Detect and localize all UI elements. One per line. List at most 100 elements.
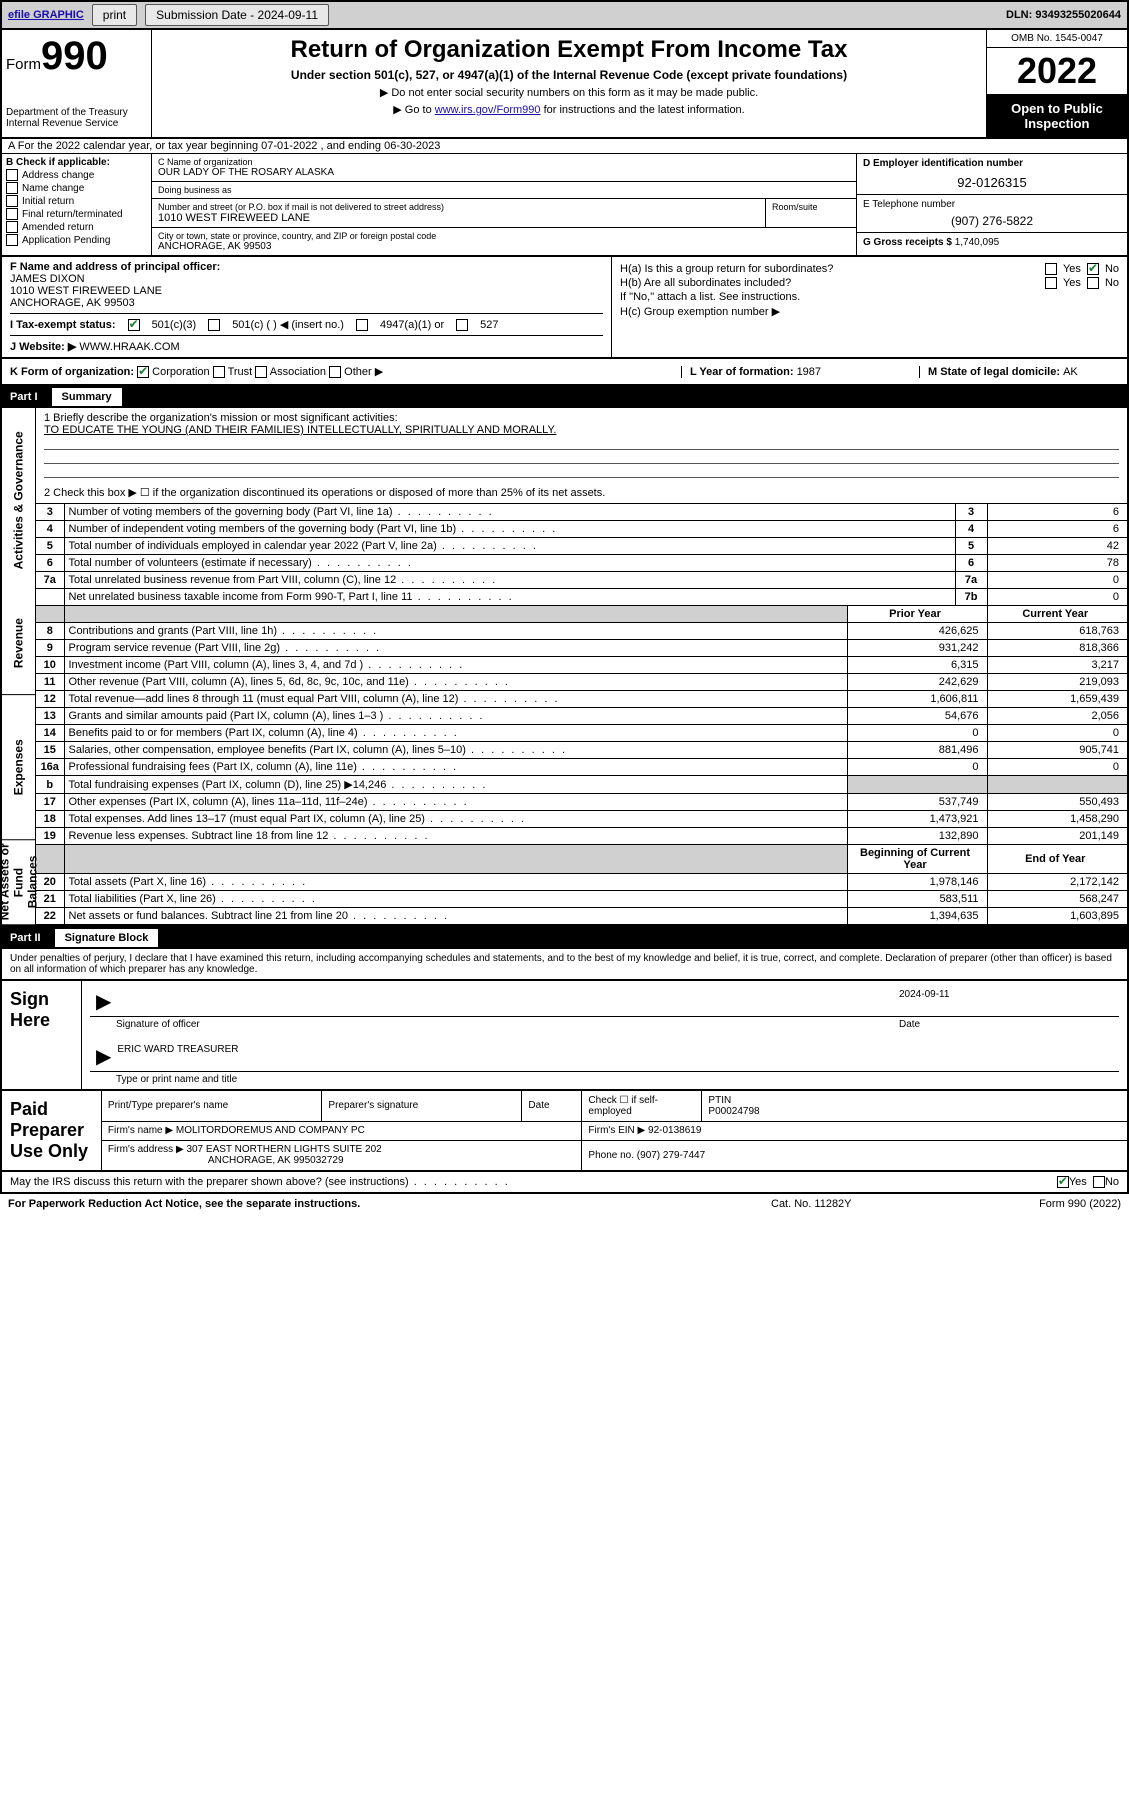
row-text: Total assets (Part X, line 16) <box>64 874 847 891</box>
ptin-label: PTIN <box>708 1095 731 1106</box>
row-text: Total fundraising expenses (Part IX, col… <box>64 776 847 794</box>
section-b-checkboxes: B Check if applicable: Address change Na… <box>2 154 152 255</box>
hdr-current-year: Current Year <box>987 606 1127 623</box>
row-value: 6 <box>987 504 1127 521</box>
pra-notice: For Paperwork Reduction Act Notice, see … <box>8 1198 771 1210</box>
chk-corporation[interactable] <box>137 366 149 378</box>
dba-label: Doing business as <box>158 185 850 195</box>
row-box: 7b <box>955 589 987 606</box>
efile-link[interactable]: efile GRAPHIC <box>8 9 84 21</box>
row-text: Total number of individuals employed in … <box>64 538 955 555</box>
print-button[interactable]: print <box>92 4 137 26</box>
chk-initial-return[interactable] <box>6 195 18 207</box>
m-value: AK <box>1063 366 1078 378</box>
sign-here-block: Sign Here ▶ 2024-09-11 Signature of offi… <box>0 981 1129 1091</box>
row-text: Other revenue (Part VIII, column (A), li… <box>64 674 847 691</box>
firm-addr2: ANCHORAGE, AK 995032729 <box>208 1155 344 1166</box>
opt-final-return: Final return/terminated <box>22 209 123 220</box>
part2-num: Part II <box>10 932 41 944</box>
form-word: Form <box>6 56 41 73</box>
goto-prefix: ▶ Go to <box>393 104 434 116</box>
mission-line3 <box>44 466 1119 478</box>
row-prior: 0 <box>847 725 987 742</box>
chk-501c3[interactable] <box>128 319 140 331</box>
row-text: Net assets or fund balances. Subtract li… <box>64 908 847 925</box>
side-expenses: Expenses <box>2 696 35 840</box>
mission-line2 <box>44 452 1119 464</box>
hb-yes: Yes <box>1063 277 1081 289</box>
city-label: City or town, state or province, country… <box>158 231 850 241</box>
opt-association: Association <box>270 366 326 378</box>
firm-ein-value: 92-0138619 <box>648 1125 701 1136</box>
part2-header: Part II Signature Block <box>0 927 1129 949</box>
chk-name-change[interactable] <box>6 182 18 194</box>
side-net-assets: Net Assets or Fund Balances <box>2 840 35 925</box>
k-form-type: K Form of organization: Corporation Trus… <box>10 365 663 378</box>
row-current: 905,741 <box>987 742 1127 759</box>
chk-ha-yes[interactable] <box>1045 263 1057 275</box>
row-num: 14 <box>36 725 64 742</box>
org-name-label: C Name of organization <box>158 157 850 167</box>
gross-value: 1,740,095 <box>955 237 1000 248</box>
chk-final-return[interactable] <box>6 208 18 220</box>
chk-address-change[interactable] <box>6 169 18 181</box>
ha-label: H(a) Is this a group return for subordin… <box>620 263 1045 275</box>
org-info-block: B Check if applicable: Address change Na… <box>0 154 1129 257</box>
ha-yes: Yes <box>1063 263 1081 275</box>
row-num: 21 <box>36 891 64 908</box>
row-num: 18 <box>36 811 64 828</box>
chk-association[interactable] <box>255 366 267 378</box>
chk-application-pending[interactable] <box>6 234 18 246</box>
form-id-block: Form990 Department of the Treasury Inter… <box>2 30 152 137</box>
chk-hb-no[interactable] <box>1087 277 1099 289</box>
sub-date-prefix: Submission Date - <box>156 8 257 22</box>
omb-number: OMB No. 1545-0047 <box>987 30 1127 48</box>
row-text: Benefits paid to or for members (Part IX… <box>64 725 847 742</box>
row-num: 4 <box>36 521 64 538</box>
paid-preparer-label: Paid Preparer Use Only <box>2 1091 102 1170</box>
row-text: Total expenses. Add lines 13–17 (must eq… <box>64 811 847 828</box>
row-num: b <box>36 776 64 794</box>
section-h-group: H(a) Is this a group return for subordin… <box>612 257 1127 357</box>
chk-527[interactable] <box>456 319 468 331</box>
opt-corporation: Corporation <box>152 366 209 378</box>
row-num: 20 <box>36 874 64 891</box>
row-num: 16a <box>36 759 64 776</box>
prep-date-hdr: Date <box>522 1091 582 1121</box>
dept-treasury: Department of the Treasury <box>6 107 147 118</box>
addr-value: 1010 WEST FIREWEED LANE <box>158 212 759 224</box>
chk-other[interactable] <box>329 366 341 378</box>
chk-hb-yes[interactable] <box>1045 277 1057 289</box>
chk-trust[interactable] <box>213 366 225 378</box>
irs-link[interactable]: www.irs.gov/Form990 <box>435 104 541 116</box>
row-current: 3,217 <box>987 657 1127 674</box>
row-current: 1,603,895 <box>987 908 1127 925</box>
discuss-question-row: May the IRS discuss this return with the… <box>0 1172 1129 1194</box>
open-to-public: Open to Public Inspection <box>987 95 1127 137</box>
row-num: 22 <box>36 908 64 925</box>
revenue-table: Prior YearCurrent Year 8 Contributions a… <box>36 606 1127 708</box>
row-text: Revenue less expenses. Subtract line 18 … <box>64 828 847 845</box>
row-current: 0 <box>987 725 1127 742</box>
chk-discuss-yes[interactable] <box>1057 1176 1069 1188</box>
expenses-table: 13 Grants and similar amounts paid (Part… <box>36 708 1127 845</box>
line-a-tax-year: A For the 2022 calendar year, or tax yea… <box>0 139 1129 154</box>
sig-name-label: Type or print name and title <box>90 1074 1119 1085</box>
prep-name-hdr: Print/Type preparer's name <box>102 1091 322 1121</box>
row-prior: 1,978,146 <box>847 874 987 891</box>
row-box: 4 <box>955 521 987 538</box>
sign-here-label: Sign Here <box>2 981 82 1089</box>
chk-discuss-no[interactable] <box>1093 1176 1105 1188</box>
chk-ha-no[interactable] <box>1087 263 1099 275</box>
row-num: 9 <box>36 640 64 657</box>
row-prior: 583,511 <box>847 891 987 908</box>
officer-name: JAMES DIXON <box>10 273 603 285</box>
chk-amended-return[interactable] <box>6 221 18 233</box>
row-text: Salaries, other compensation, employee b… <box>64 742 847 759</box>
row-current: 1,458,290 <box>987 811 1127 828</box>
gross-label: G Gross receipts $ <box>863 237 955 248</box>
chk-501c[interactable] <box>208 319 220 331</box>
row-prior: 881,496 <box>847 742 987 759</box>
chk-4947[interactable] <box>356 319 368 331</box>
hdr-beginning-year: Beginning of Current Year <box>847 845 987 874</box>
